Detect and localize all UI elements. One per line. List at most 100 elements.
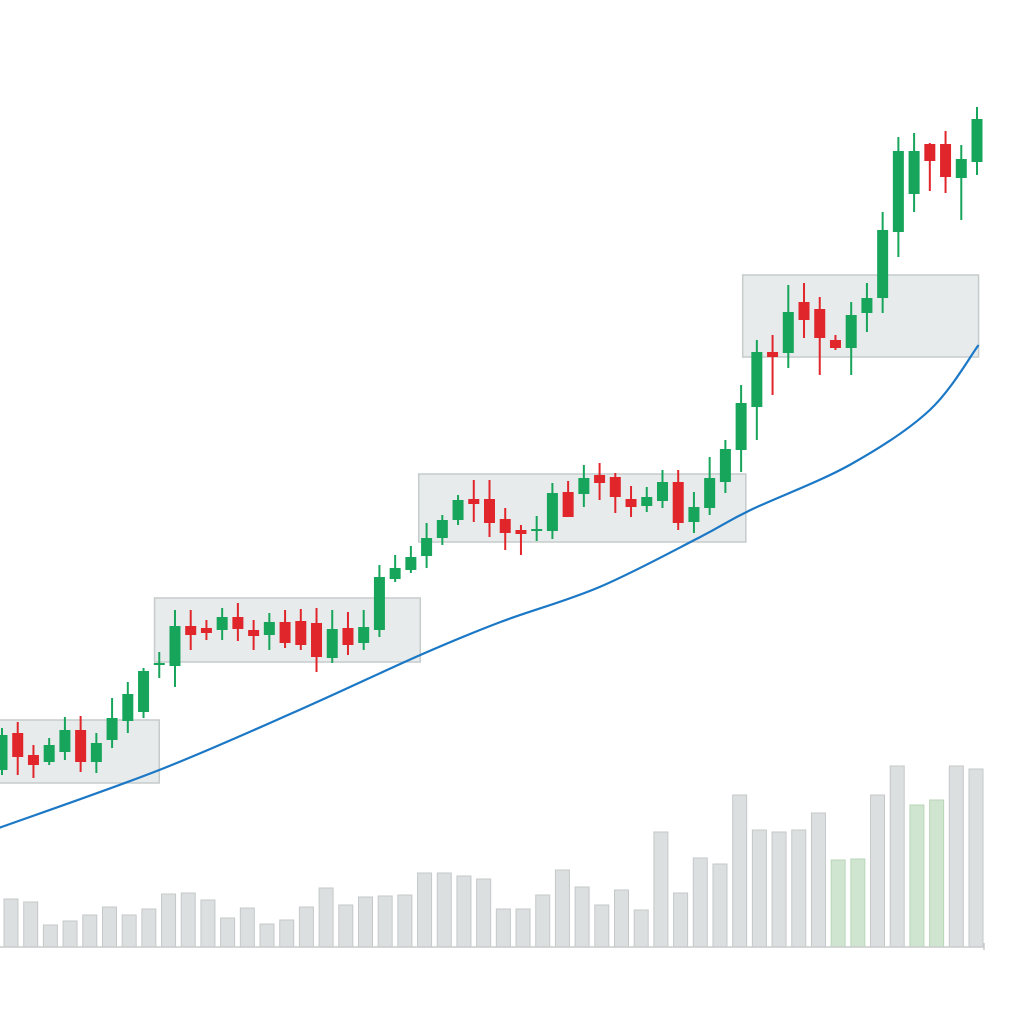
candle-down [27,745,39,778]
volume-bar [633,909,649,948]
volume-bar [220,917,236,948]
candle-body [719,449,731,482]
candle-body [515,530,527,534]
volume-bar [239,907,255,948]
candle-up [373,565,385,637]
volume-bar [161,893,177,948]
candle-body [295,621,307,645]
volume-bar [870,794,886,948]
candle-body [562,492,574,517]
candle-down [609,473,621,513]
candle-body [499,519,511,533]
volume-bar [101,906,117,948]
candle-body [546,493,558,531]
candle-body [578,478,590,494]
volume-bar [495,908,511,948]
candle-body [751,352,763,407]
candle-down [484,480,495,537]
volume-bar [357,896,373,948]
volume-bar [121,914,137,948]
candle-up [546,483,558,539]
candle-body [200,628,212,633]
candle-up [405,546,417,573]
candle-down [200,620,212,640]
volume-bar [673,892,689,948]
candle-up [389,555,401,582]
candle-body [90,743,102,762]
candle-up [578,465,590,507]
candle-down [342,612,354,655]
candle-body [845,315,857,348]
candle-body [326,629,338,658]
candle-body [263,622,275,635]
candle-body [12,733,24,757]
candle-body [656,482,668,501]
volume-bar [397,894,413,948]
candle-down [594,463,606,500]
candle-up [169,610,181,687]
volume-bar [436,872,452,948]
candle-body [767,352,779,357]
volume-bar [82,914,98,948]
candle-body [106,718,118,740]
candle-down [829,335,841,350]
candle-body [861,298,873,313]
volume-bar [318,887,334,948]
candle-down [279,610,291,648]
candle-up [955,145,967,220]
volume-bar [771,831,787,948]
candle-down [12,722,24,775]
candle-body [122,694,134,721]
candle-down [515,525,527,555]
candle-up [106,698,118,748]
candle-up [861,283,873,332]
candle-down [924,143,936,191]
candle-down [75,716,87,772]
candle-up [735,385,747,472]
candle-body [279,622,291,643]
volume-bar [180,892,196,948]
candle-body [672,482,684,523]
volume-bar [62,920,78,948]
candle-body [924,144,936,161]
volume-bar [338,904,354,948]
candle-up [153,652,165,678]
candle-up [452,495,464,525]
candle-body [688,507,700,522]
candle-body [609,477,621,497]
candle-body [468,499,480,504]
volume-bar [909,804,925,948]
candle-body [955,159,967,178]
candle-body [892,151,904,232]
candle-up [892,137,904,257]
volume-bar [830,859,846,948]
candle-up [704,457,716,515]
volume-bar [653,831,669,948]
candle-down [232,603,244,641]
candle-up [656,470,668,508]
candle-down [248,620,260,650]
candle-up [0,728,8,775]
candle-body [798,302,810,320]
candle-down [672,470,684,530]
volume-bar [791,829,807,948]
candle-up [358,610,370,650]
volume-bar [535,894,551,948]
candle-body [484,499,495,523]
candle-body [704,478,716,508]
volume-bar [23,901,39,948]
volume-bar [200,899,216,948]
candle-down [798,283,810,338]
candle-body [782,312,794,353]
candles [0,107,983,778]
volume-bar [456,875,472,948]
candle-up [782,285,794,368]
volume-bars [3,765,984,948]
volume-bar [810,812,826,948]
candle-down [295,609,307,650]
candle-body [248,630,260,636]
candle-up [751,340,763,440]
volume-bar [377,895,393,948]
volume-bar [574,886,590,948]
consolidation-zone [741,274,980,358]
